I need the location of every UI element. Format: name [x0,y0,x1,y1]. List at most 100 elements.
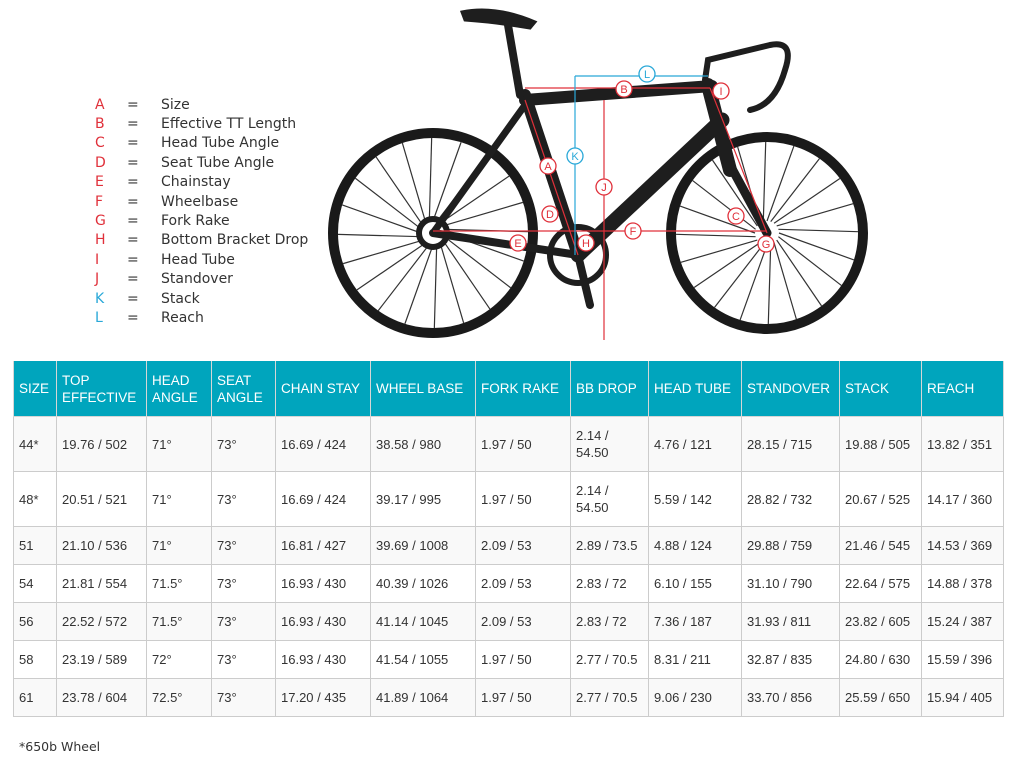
table-cell: 31.10 / 790 [741,564,840,603]
marker-label: E [514,238,521,250]
legend-item: B = Effective TT Length [95,114,308,133]
table-cell: 17.20 / 435 [275,678,371,717]
marker-label: H [582,238,590,250]
legend-separator: = [127,271,139,288]
marker-k: K [566,147,584,165]
legend-separator: = [127,251,139,268]
spoke [356,242,427,291]
legend-separator: = [127,174,139,191]
marker-label: K [571,151,579,163]
legend-key: B [95,116,105,133]
legend-label: Effective TT Length [161,116,297,133]
table-cell: 7.36 / 187 [648,602,742,641]
measurement-markers: A B C D E F G H I J K L [509,65,775,253]
table-cell: 73° [211,526,276,565]
legend-item: D = Seat Tube Angle [95,153,308,172]
legend-separator: = [127,154,139,171]
legend-item: C = Head Tube Angle [95,134,308,153]
spoke [675,233,756,238]
spoke [439,175,510,224]
table-cell: 2.83 / 72 [570,564,649,603]
legend-item: L = Reach [95,308,308,327]
spoke [693,242,761,289]
table-row: 61 23.78 / 604 72.5° 73° 17.20 / 435 41.89 / … [13,678,1004,717]
spoke [337,233,422,238]
table-row: 44* 19.76 / 502 71° 73° 16.69 / 424 38.58 / 9… [13,416,1004,472]
legend-separator: = [127,232,139,249]
legend-key: F [95,193,104,210]
geometry-table: SIZE TOP EFFECTIVE HEAD ANGLE SEAT ANGLE CHA… [13,361,1004,717]
spoke [776,203,854,227]
legend-key: K [95,290,105,307]
legend-item: H = Bottom Bracket Drop [95,231,308,250]
table-cell: 1.97 / 50 [475,416,571,472]
table-cell: 28.82 / 732 [741,471,840,527]
table-cell: 16.69 / 424 [275,471,371,527]
table-cell: 2.09 / 53 [475,564,571,603]
table-cell: 72.5° [146,678,212,717]
spoke [767,244,772,325]
table-cell: 22.64 / 575 [839,564,922,603]
spoke [778,228,859,233]
spoke [778,236,842,286]
spoke [773,242,797,320]
table-cell: 2.14 / 54.50 [570,416,649,472]
legend-item: E = Chainstay [95,173,308,192]
spoke [432,142,462,222]
column-header: FORK RAKE [475,361,571,417]
table-cell: 16.93 / 430 [275,564,371,603]
marker-label: A [544,161,552,173]
table-cell: 16.81 / 427 [275,526,371,565]
table-cell: 20.67 / 525 [839,471,922,527]
table-cell: 73° [211,416,276,472]
legend-label: Standover [161,271,233,288]
table-cell: 15.24 / 387 [921,602,1004,641]
table-cell: 39.69 / 1008 [370,526,476,565]
legend-key: C [95,135,105,152]
spoke [679,205,756,234]
table-cell: 73° [211,564,276,603]
table-cell: 23.78 / 604 [56,678,147,717]
table-cell: 33.70 / 856 [741,678,840,717]
legend-item: I = Head Tube [95,250,308,269]
table-cell: 16.69 / 424 [275,416,371,472]
legend-key: A [95,96,105,113]
table-cell: 22.52 / 572 [56,602,147,641]
table-cell: 40.39 / 1026 [370,564,476,603]
table-cell: 71° [146,416,212,472]
table-cell: 9.06 / 230 [648,678,742,717]
marker-label: J [601,182,607,194]
legend-separator: = [127,135,139,152]
table-cell: 15.59 / 396 [921,640,1004,679]
column-header: BB DROP [570,361,649,417]
table-cell: 71.5° [146,602,212,641]
table-cell: 44* [13,416,57,472]
spoke [770,158,820,222]
table-cell: 48* [13,471,57,527]
table-cell: 41.89 / 1064 [370,678,476,717]
table-cell: 38.58 / 980 [370,416,476,472]
legend-separator: = [127,116,139,133]
table-cell: 23.82 / 605 [839,602,922,641]
table-cell: 19.76 / 502 [56,416,147,472]
spoke [444,236,512,289]
legend-label: Wheelbase [161,193,239,210]
legend-label: Fork Rake [161,213,230,230]
table-cell: 20.51 / 521 [56,471,147,527]
marker-label: F [630,226,637,238]
table-cell: 13.82 / 351 [921,416,1004,472]
legend-separator: = [127,96,139,113]
legend-label: Bottom Bracket Drop [161,232,309,249]
spoke [766,145,795,222]
table-cell: 2.83 / 72 [570,602,649,641]
table-cell: 2.77 / 70.5 [570,640,649,679]
marker-label: B [620,84,627,96]
table-cell: 16.93 / 430 [275,640,371,679]
table-cell: 58 [13,640,57,679]
legend-key: L [95,309,103,326]
table-cell: 54 [13,564,57,603]
marker-c: C [727,207,745,225]
spoke [342,239,424,265]
table-cell: 73° [211,471,276,527]
spoke [375,156,424,227]
